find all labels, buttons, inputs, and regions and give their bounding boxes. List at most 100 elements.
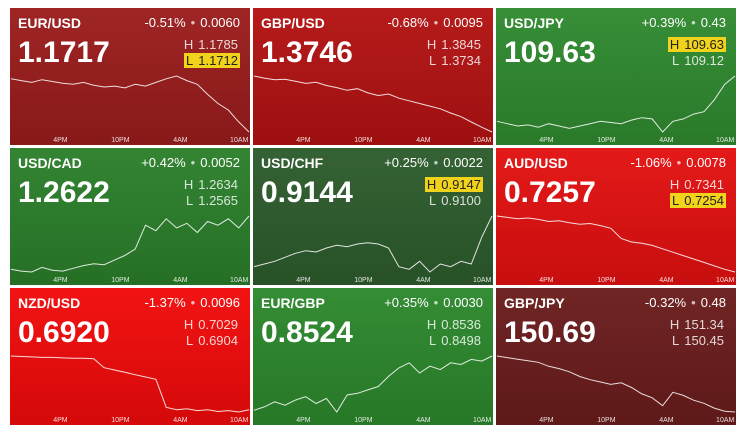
- change-percent: -0.68%: [387, 15, 429, 30]
- quote-tile: GBP/USD -0.68% 0.0095 1.3746 H 1.3845 L 1.3734 4…: [253, 8, 493, 145]
- quote-tile: EUR/USD -0.51% 0.0060 1.1717 H 1.1785 L 1.1712 4…: [10, 8, 250, 145]
- shade: [10, 8, 250, 145]
- pair-name: GBP/JPY: [504, 295, 565, 311]
- shade: [10, 288, 250, 425]
- separator: [186, 15, 201, 30]
- time-label: 10PM: [111, 417, 129, 424]
- sparkline-chart: 4PM 10PM 4AM 10AM: [496, 355, 736, 424]
- time-label: 10AM: [716, 137, 734, 144]
- sparkline-chart: 4PM 10PM 4AM 10AM: [10, 215, 250, 284]
- change-value: 0.0052: [200, 155, 240, 170]
- separator: [672, 155, 687, 170]
- high-label: H: [426, 177, 437, 192]
- separator: [186, 155, 201, 170]
- time-label: 10AM: [473, 417, 491, 424]
- time-label: 4AM: [416, 277, 431, 284]
- change: +0.39% 0.43: [642, 15, 726, 30]
- shade: [496, 288, 736, 425]
- sparkline-chart: 4PM 10PM 4AM 10AM: [10, 355, 250, 424]
- separator: [429, 15, 444, 30]
- time-label: 10PM: [597, 417, 615, 424]
- sparkline: [253, 75, 493, 133]
- change-percent: +0.35%: [384, 295, 429, 310]
- pair-name: USD/CAD: [18, 155, 82, 171]
- low-row: L 1.1712: [184, 53, 240, 68]
- change: +0.25% 0.0022: [384, 155, 483, 170]
- sparkline-chart: 4PM 10PM 4AM 10AM: [253, 355, 493, 424]
- separator: [429, 155, 444, 170]
- separator: [186, 295, 201, 310]
- high-value: 0.8536: [441, 317, 481, 332]
- quote-tile: NZD/USD -1.37% 0.0096 0.6920 H 0.7029 L 0.6904 4…: [10, 288, 250, 425]
- time-label: 10AM: [473, 137, 491, 144]
- high-row: H 0.7029: [182, 317, 240, 332]
- high-label: H: [669, 37, 680, 52]
- quote-tile: GBP/JPY -0.32% 0.48 150.69 H 151.34 L 150.45 4PM…: [496, 288, 736, 425]
- pair-name: AUD/USD: [504, 155, 568, 171]
- price: 1.3746: [261, 36, 353, 69]
- time-label: 10AM: [230, 417, 248, 424]
- low-value: 0.7254: [684, 193, 724, 208]
- low-value: 150.45: [684, 333, 724, 348]
- shade: [253, 148, 493, 285]
- low-value: 0.9100: [441, 193, 481, 208]
- shade: [496, 148, 736, 285]
- price: 1.1717: [18, 36, 110, 69]
- change-percent: +0.25%: [384, 155, 429, 170]
- low-label: L: [186, 333, 194, 348]
- sparkline: [496, 355, 736, 413]
- change-value: 0.0030: [443, 295, 483, 310]
- change-percent: -1.06%: [630, 155, 672, 170]
- change-value: 0.48: [700, 295, 726, 310]
- pair-name: NZD/USD: [18, 295, 81, 311]
- sparkline: [10, 355, 250, 413]
- sparkline-chart: 4PM 10PM 4AM 10AM: [496, 75, 736, 144]
- low-label: L: [672, 53, 680, 68]
- time-label: 4PM: [53, 137, 68, 144]
- shade: [253, 8, 493, 145]
- change: -0.51% 0.0060: [144, 15, 240, 30]
- time-label: 10PM: [354, 277, 372, 284]
- time-label: 4AM: [659, 417, 674, 424]
- high-label: H: [426, 317, 437, 332]
- time-label: 4AM: [416, 417, 431, 424]
- time-label: 4PM: [539, 277, 554, 284]
- sparkline: [253, 355, 493, 413]
- time-label: 10PM: [354, 417, 372, 424]
- tile-grid: EUR/USD -0.51% 0.0060 1.1717 H 1.1785 L 1.1712 4…: [10, 8, 736, 425]
- time-label: 10AM: [716, 277, 734, 284]
- low-row: L 0.7254: [670, 193, 726, 208]
- time-label: 4AM: [659, 277, 674, 284]
- shade: [496, 8, 736, 145]
- high-value: 0.7029: [198, 317, 238, 332]
- sparkline: [10, 215, 250, 273]
- high-label: H: [183, 317, 194, 332]
- sparkline-chart: 4PM 10PM 4AM 10AM: [253, 75, 493, 144]
- time-label: 10AM: [716, 417, 734, 424]
- pair-name: EUR/GBP: [261, 295, 325, 311]
- change-percent: +0.42%: [141, 155, 186, 170]
- high-value: 109.63: [684, 37, 724, 52]
- low-label: L: [429, 333, 437, 348]
- change: -0.32% 0.48: [645, 295, 726, 310]
- quote-tile: USD/CAD +0.42% 0.0052 1.2622 H 1.2634 L 1.2565 4…: [10, 148, 250, 285]
- quote-tile: AUD/USD -1.06% 0.0078 0.7257 H 0.7341 L 0.7254 4…: [496, 148, 736, 285]
- shade: [10, 148, 250, 285]
- sparkline: [496, 215, 736, 273]
- low-value: 1.2565: [198, 193, 238, 208]
- pair-name: USD/JPY: [504, 15, 564, 31]
- time-label: 4PM: [539, 417, 554, 424]
- change: -1.06% 0.0078: [630, 155, 726, 170]
- time-label: 4AM: [416, 137, 431, 144]
- high-row: H 1.1785: [182, 37, 240, 52]
- high-row: H 0.7341: [668, 177, 726, 192]
- high-value: 0.9147: [441, 177, 481, 192]
- low-value: 1.1712: [198, 53, 238, 68]
- high-value: 1.2634: [198, 177, 238, 192]
- change-value: 0.0095: [443, 15, 483, 30]
- time-label: 4PM: [539, 137, 554, 144]
- low-value: 1.3734: [441, 53, 481, 68]
- low-label: L: [429, 193, 437, 208]
- low-value: 0.8498: [441, 333, 481, 348]
- price: 1.2622: [18, 176, 110, 209]
